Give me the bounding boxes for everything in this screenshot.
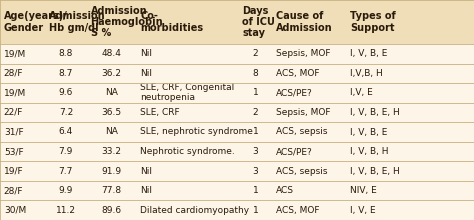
Text: 22/F: 22/F <box>4 108 23 117</box>
Text: 19/M: 19/M <box>4 49 26 58</box>
Text: 8.7: 8.7 <box>59 69 73 78</box>
Text: 28/F: 28/F <box>4 69 23 78</box>
Text: 1: 1 <box>253 186 258 195</box>
Text: Dilated cardiomyopathy: Dilated cardiomyopathy <box>140 206 249 215</box>
Text: SLE, CRF, Congenital
neutropenia: SLE, CRF, Congenital neutropenia <box>140 83 235 102</box>
Text: 1: 1 <box>253 128 258 136</box>
Text: SLE, nephrotic syndrome: SLE, nephrotic syndrome <box>140 128 253 136</box>
Text: 7.2: 7.2 <box>59 108 73 117</box>
Text: 28/F: 28/F <box>4 186 23 195</box>
Text: I, V, B, E: I, V, B, E <box>350 128 387 136</box>
Text: Admission
Haemoglobin
S %: Admission Haemoglobin S % <box>91 6 163 38</box>
Text: 19/M: 19/M <box>4 88 26 97</box>
Text: 1: 1 <box>253 88 258 97</box>
Text: NIV, E: NIV, E <box>350 186 376 195</box>
Text: ACS/PE?: ACS/PE? <box>276 88 313 97</box>
Text: I, V, B, H: I, V, B, H <box>350 147 388 156</box>
Text: Days
of ICU
stay: Days of ICU stay <box>242 6 275 38</box>
Text: Age(years)/
Gender: Age(years)/ Gender <box>4 11 67 33</box>
Text: Sepsis, MOF: Sepsis, MOF <box>276 49 331 58</box>
Text: 8.8: 8.8 <box>59 49 73 58</box>
Text: 89.6: 89.6 <box>101 206 122 215</box>
Bar <box>0 0 474 44</box>
Text: 30/M: 30/M <box>4 206 26 215</box>
Text: 6.4: 6.4 <box>59 128 73 136</box>
Text: 3: 3 <box>253 147 258 156</box>
Text: 48.4: 48.4 <box>102 49 121 58</box>
Text: 53/F: 53/F <box>4 147 23 156</box>
Text: ACS, MOF: ACS, MOF <box>276 206 320 215</box>
Text: 2: 2 <box>253 49 258 58</box>
Text: 7.9: 7.9 <box>59 147 73 156</box>
Text: Nephrotic syndrome.: Nephrotic syndrome. <box>140 147 235 156</box>
Text: Sepsis, MOF: Sepsis, MOF <box>276 108 331 117</box>
Text: NA: NA <box>105 88 118 97</box>
Text: 19/F: 19/F <box>4 167 23 176</box>
Text: Admission
Hb gm/dl: Admission Hb gm/dl <box>49 11 105 33</box>
Text: I,V, E: I,V, E <box>350 88 373 97</box>
Text: I, V, E: I, V, E <box>350 206 375 215</box>
Text: 77.8: 77.8 <box>101 186 122 195</box>
Text: 33.2: 33.2 <box>101 147 122 156</box>
Text: Co-
morbidities: Co- morbidities <box>140 11 203 33</box>
Text: Types of
Support: Types of Support <box>350 11 396 33</box>
Text: 36.5: 36.5 <box>101 108 122 117</box>
Text: Nil: Nil <box>140 186 152 195</box>
Text: I, V, B, E, H: I, V, B, E, H <box>350 167 400 176</box>
Text: 7.7: 7.7 <box>59 167 73 176</box>
Text: I, V, B, E: I, V, B, E <box>350 49 387 58</box>
Text: 11.2: 11.2 <box>56 206 76 215</box>
Text: 8: 8 <box>253 69 258 78</box>
Text: 36.2: 36.2 <box>101 69 122 78</box>
Text: SLE, CRF: SLE, CRF <box>140 108 180 117</box>
Text: Cause of
Admission: Cause of Admission <box>276 11 333 33</box>
Text: Nil: Nil <box>140 49 152 58</box>
Text: NA: NA <box>105 128 118 136</box>
Text: ACS, sepsis: ACS, sepsis <box>276 128 328 136</box>
Text: 9.9: 9.9 <box>59 186 73 195</box>
Text: ACS/PE?: ACS/PE? <box>276 147 313 156</box>
Text: ACS: ACS <box>276 186 294 195</box>
Text: ACS, sepsis: ACS, sepsis <box>276 167 328 176</box>
Text: I, V, B, E, H: I, V, B, E, H <box>350 108 400 117</box>
Text: 3: 3 <box>253 167 258 176</box>
Text: 9.6: 9.6 <box>59 88 73 97</box>
Text: ACS, MOF: ACS, MOF <box>276 69 320 78</box>
Text: Nil: Nil <box>140 69 152 78</box>
Text: 31/F: 31/F <box>4 128 23 136</box>
Text: 1: 1 <box>253 206 258 215</box>
Text: I,V,B, H: I,V,B, H <box>350 69 383 78</box>
Text: 2: 2 <box>253 108 258 117</box>
Text: 91.9: 91.9 <box>101 167 122 176</box>
Text: Nil: Nil <box>140 167 152 176</box>
